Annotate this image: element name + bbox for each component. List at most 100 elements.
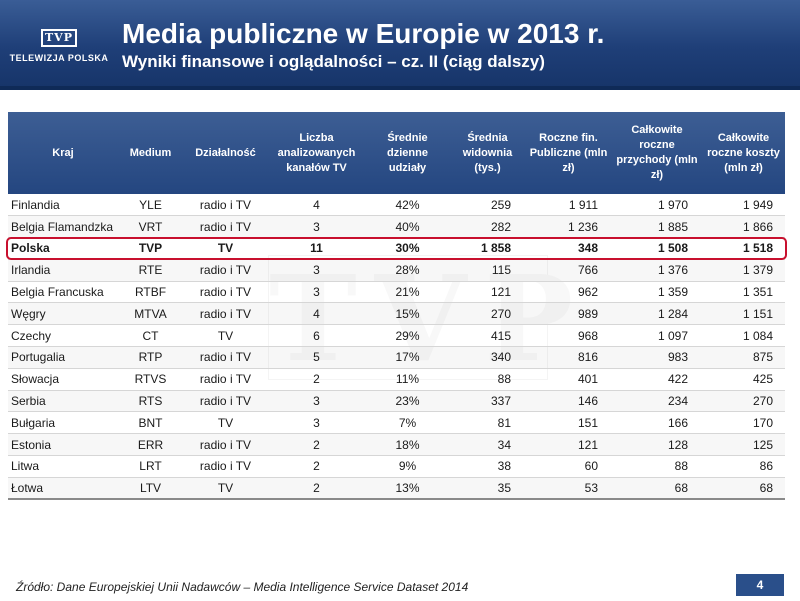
column-header: Roczne fin. Publiczne (mln zł) [525, 112, 612, 194]
table-cell: 4 [313, 197, 320, 212]
table-cell: radio i TV [199, 372, 252, 387]
table-cell: 2 [313, 459, 320, 474]
table-row: Słowacja RTVS radio i TV 2 11% 88 401 422 425 [8, 368, 785, 391]
table-cell: 121 [577, 437, 598, 452]
table-cell: VRT [138, 219, 163, 234]
table-row: Irlandia RTE radio i TV 3 28% 115 766 1 376 1 37… [8, 259, 785, 282]
table-cell: 128 [667, 437, 688, 452]
table-cell: 60 [584, 459, 598, 474]
table-cell: 1 284 [657, 306, 688, 321]
table-cell: radio i TV [199, 459, 252, 474]
table-row: Bułgaria BNT TV 3 7% 81 151 166 170 [8, 411, 785, 434]
tvp-logo-text: TELEWIZJA POLSKA [9, 53, 109, 63]
table-header-row: Kraj Medium Działalność Liczba analizowanyc… [8, 112, 785, 194]
table-cell: RTBF [134, 285, 167, 300]
table-cell: LRT [139, 459, 162, 474]
column-header: Kraj [8, 112, 118, 194]
table-cell: 1 097 [657, 328, 688, 343]
table-cell: 1 379 [742, 263, 773, 278]
table-cell: 30% [395, 241, 420, 256]
table-cell: 35 [497, 481, 511, 495]
table-cell: 3 [313, 394, 320, 409]
table-cell: 88 [674, 459, 688, 474]
table-cell: radio i TV [199, 197, 252, 212]
table-cell: Litwa [11, 459, 40, 474]
table-cell: Belgia Flamandzka [11, 219, 114, 234]
column-header: Średnia widownia (tys.) [450, 112, 525, 194]
table-cell: 968 [577, 328, 598, 343]
table-cell: Belgia Francuska [11, 285, 104, 300]
table-cell: 11 [310, 241, 323, 256]
table-row: Czechy CT TV 6 29% 415 968 1 097 1 084 [8, 324, 785, 347]
column-header: Średnie dzienne udziały [365, 112, 450, 194]
table-cell: 270 [490, 306, 511, 321]
table-cell: 29% [395, 328, 420, 343]
table-cell: 5 [313, 350, 320, 365]
table-cell: 1 151 [742, 306, 773, 321]
table-cell: 340 [490, 350, 511, 365]
column-header: Całkowite roczne koszty (mln zł) [702, 112, 785, 194]
table-cell: 115 [491, 263, 511, 278]
table-cell: 125 [752, 437, 773, 452]
table-cell: MTVA [134, 306, 167, 321]
table-cell: Portugalia [11, 350, 66, 365]
table-row: Belgia Flamandzka VRT radio i TV 3 40% 282 1 2… [8, 215, 785, 238]
table-cell: Węgry [11, 306, 46, 321]
table-cell: Łotwa [11, 481, 44, 495]
table-cell: 875 [752, 350, 773, 365]
table-cell: 270 [752, 394, 773, 409]
table-cell: 1 236 [567, 219, 598, 234]
table-cell: 146 [577, 394, 598, 409]
table-cell: 18% [395, 437, 420, 452]
table-cell: Polska [11, 241, 50, 256]
tvp-watermark: TVP [268, 249, 592, 388]
table-cell: BNT [138, 415, 163, 430]
column-header: Medium [118, 112, 183, 194]
table-row: Łotwa LTV TV 2 13% 35 53 68 68 [8, 477, 785, 500]
table-cell: 4 [313, 306, 320, 321]
table-cell: 422 [667, 372, 688, 387]
table-cell: Estonia [11, 437, 52, 452]
table-cell: RTVS [134, 372, 167, 387]
table-cell: Irlandia [11, 263, 51, 278]
table-cell: 23% [395, 394, 420, 409]
table-cell: radio i TV [199, 394, 252, 409]
table-cell: radio i TV [199, 437, 252, 452]
table-cell: Czechy [11, 328, 52, 343]
table-row: Serbia RTS radio i TV 3 23% 337 146 234 270 [8, 390, 785, 412]
table-cell: CT [142, 328, 159, 343]
table-cell: 1 885 [657, 219, 688, 234]
table-cell: 40% [395, 219, 420, 234]
table-cell: 121 [490, 285, 511, 300]
table-row: Belgia Francuska RTBF radio i TV 3 21% 121 962… [8, 281, 785, 303]
table-cell: 348 [577, 241, 598, 256]
table-cell: 9% [398, 459, 417, 474]
page-subtitle: Wyniki finansowe i oglądalności – cz. II… [122, 52, 545, 71]
table-cell: 234 [667, 394, 688, 409]
table-cell: 81 [497, 415, 511, 430]
table-cell: radio i TV [199, 285, 252, 300]
table-cell: 1 359 [657, 285, 688, 300]
table-cell: 1 084 [742, 328, 773, 343]
column-header: Działalność [183, 112, 268, 194]
table-row: Litwa LRT radio i TV 2 9% 38 60 88 86 [8, 455, 785, 478]
table-cell: 425 [752, 372, 773, 387]
table-cell: 3 [313, 263, 320, 278]
table-row: Finlandia YLE radio i TV 4 42% 259 1 911 1 970 1… [8, 194, 785, 216]
table-cell: 401 [577, 372, 598, 387]
table-row: Estonia ERR radio i TV 2 18% 34 121 128 125 [8, 433, 785, 456]
table-cell: radio i TV [199, 306, 252, 321]
table-cell: 86 [759, 459, 773, 474]
table-cell: 1 866 [742, 219, 773, 234]
table-cell: 1 911 [568, 197, 598, 212]
table-row: Portugalia RTP radio i TV 5 17% 340 816 983 875 [8, 346, 785, 369]
table-cell: TV [217, 241, 234, 256]
table-cell: Finlandia [11, 197, 60, 212]
table-cell: 151 [577, 415, 598, 430]
tvp-logo-mark: TVP [41, 29, 77, 47]
table-cell: Bułgaria [11, 415, 56, 430]
table-cell: TVP [138, 241, 163, 256]
page-number: 4 [736, 574, 784, 596]
table-cell: Serbia [11, 394, 46, 409]
tvp-logo: TVP TELEWIZJA POLSKA [4, 28, 114, 74]
